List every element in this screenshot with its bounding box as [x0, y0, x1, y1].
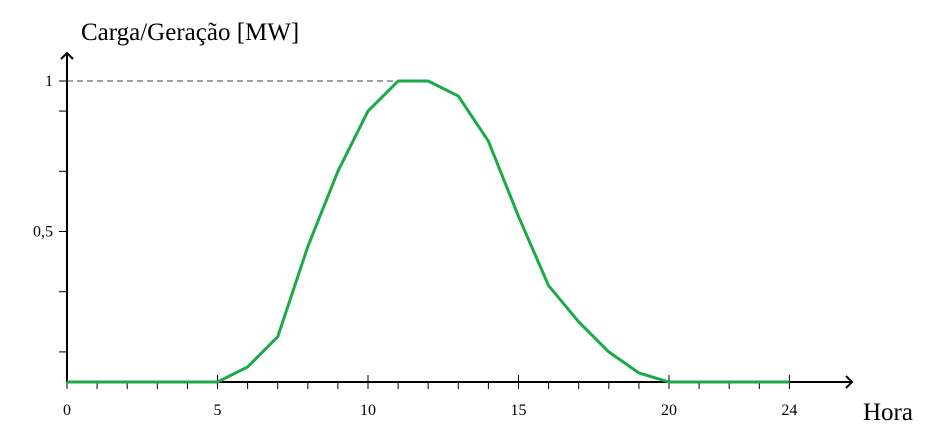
- x-axis-title: Hora: [863, 399, 913, 424]
- y-tick-label: 1: [45, 73, 53, 90]
- axes: [60, 51, 854, 389]
- x-tick-label: 15: [511, 402, 527, 419]
- tick-labels: 0 5 10 15 20 24 0,5 1: [33, 73, 797, 419]
- x-tick-label: 10: [360, 402, 376, 419]
- y-tick-label: 0,5: [33, 224, 53, 241]
- x-tick-label: 24: [781, 402, 797, 419]
- generation-series-line: [67, 79, 790, 384]
- x-tick-label: 20: [661, 402, 677, 419]
- y-axis-title: Carga/Geração [MW]: [81, 19, 299, 46]
- x-tick-label: 0: [63, 402, 71, 419]
- x-tick-label: 5: [214, 402, 222, 419]
- ticks: [59, 80, 790, 389]
